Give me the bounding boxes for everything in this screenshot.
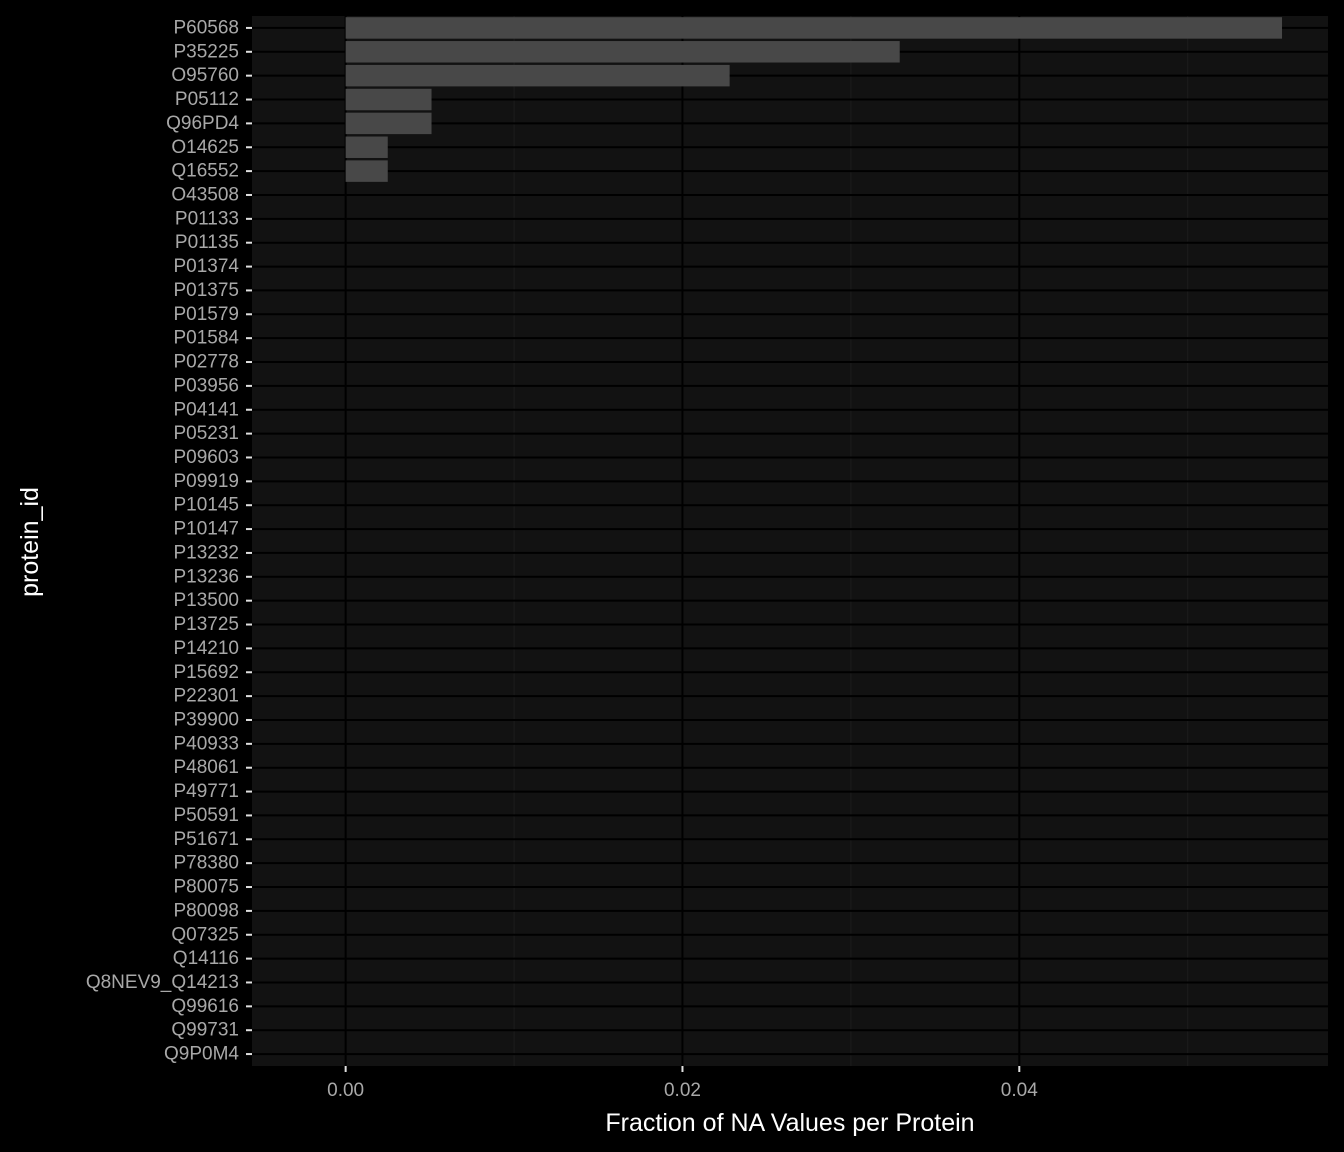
y-tick-label: P48061 <box>173 757 239 778</box>
y-tick-label: Q14116 <box>173 948 239 969</box>
y-axis-title: protein_id <box>16 487 44 597</box>
y-tick-label: P13232 <box>173 542 239 563</box>
y-tick-label: P80075 <box>173 877 239 898</box>
bar-q16552 <box>345 160 388 182</box>
grid-minor-x <box>513 16 1189 1066</box>
y-tick-label: Q99731 <box>171 1020 239 1041</box>
y-tick-label: P15692 <box>173 662 239 683</box>
bar-o14625 <box>345 136 388 158</box>
y-tick-label: Q9P0M4 <box>164 1044 239 1065</box>
y-tick-label: P60568 <box>173 17 239 38</box>
y-tick-label: P39900 <box>173 709 239 730</box>
y-tick-label: P51671 <box>173 829 239 850</box>
x-axis: 0.00 0.02 0.04 <box>327 1066 1038 1101</box>
bar-p05112 <box>345 88 432 111</box>
y-tick-label: Q99616 <box>171 996 239 1017</box>
x-axis-title: Fraction of NA Values per Protein <box>605 1109 974 1137</box>
y-tick-label: P50591 <box>173 805 239 826</box>
y-tick-label: P01579 <box>173 304 239 325</box>
x-tick-label: 0.00 <box>327 1080 364 1101</box>
y-tick-label: P35225 <box>173 41 239 62</box>
y-tick-label: P78380 <box>173 853 239 874</box>
grid-major-y <box>252 26 1328 1056</box>
y-tick-label: P01375 <box>173 280 239 301</box>
y-tick-label: P22301 <box>173 686 239 707</box>
y-tick-label: O14625 <box>171 137 239 158</box>
y-tick-label: P13725 <box>173 614 239 635</box>
y-tick-label: O43508 <box>171 184 239 205</box>
y-tick-label: P02778 <box>173 352 239 373</box>
bar-q96pd4 <box>345 112 432 135</box>
y-tick-label: P14210 <box>173 638 239 659</box>
y-tick-label: P49771 <box>173 781 239 802</box>
y-tick-label: P04141 <box>173 399 239 420</box>
y-tick-label: Q16552 <box>171 161 239 182</box>
y-tick-label: P40933 <box>173 733 239 754</box>
y-tick-label: P09919 <box>173 471 239 492</box>
y-tick-label: Q07325 <box>171 924 239 945</box>
x-tick-label: 0.02 <box>664 1080 701 1101</box>
y-tick-label: Q96PD4 <box>166 113 239 134</box>
y-tick-label: P80098 <box>173 900 239 921</box>
bar-p60568 <box>345 17 1283 39</box>
y-tick-label: P01374 <box>173 256 239 277</box>
y-tick-label: P13236 <box>173 566 239 587</box>
x-tick-label: 0.04 <box>1001 1080 1038 1101</box>
y-tick-label: P01584 <box>173 328 239 349</box>
plot-panel <box>252 16 1328 1066</box>
y-tick-label: P01133 <box>175 208 239 229</box>
y-tick-label: O95760 <box>171 65 239 86</box>
y-tick-label: P03956 <box>173 375 239 396</box>
y-tick-label: P13500 <box>173 590 239 611</box>
y-tick-label: P05231 <box>173 423 239 444</box>
bars <box>345 17 1283 182</box>
y-tick-label: P09603 <box>173 447 239 468</box>
y-axis: P60568 P35225 O95760 P05112 Q96PD4 O14625 Q165… <box>86 17 252 1065</box>
y-tick-label: P10147 <box>173 519 239 540</box>
grid-major-x <box>344 16 1021 1066</box>
y-tick-label: P05112 <box>175 89 239 110</box>
y-tick-label: P01135 <box>175 232 239 253</box>
y-tick-label: P10145 <box>173 495 239 516</box>
y-tick-label: Q8NEV9_Q14213 <box>86 972 239 993</box>
bar-p35225 <box>345 41 900 63</box>
bar-o95760 <box>345 64 730 87</box>
